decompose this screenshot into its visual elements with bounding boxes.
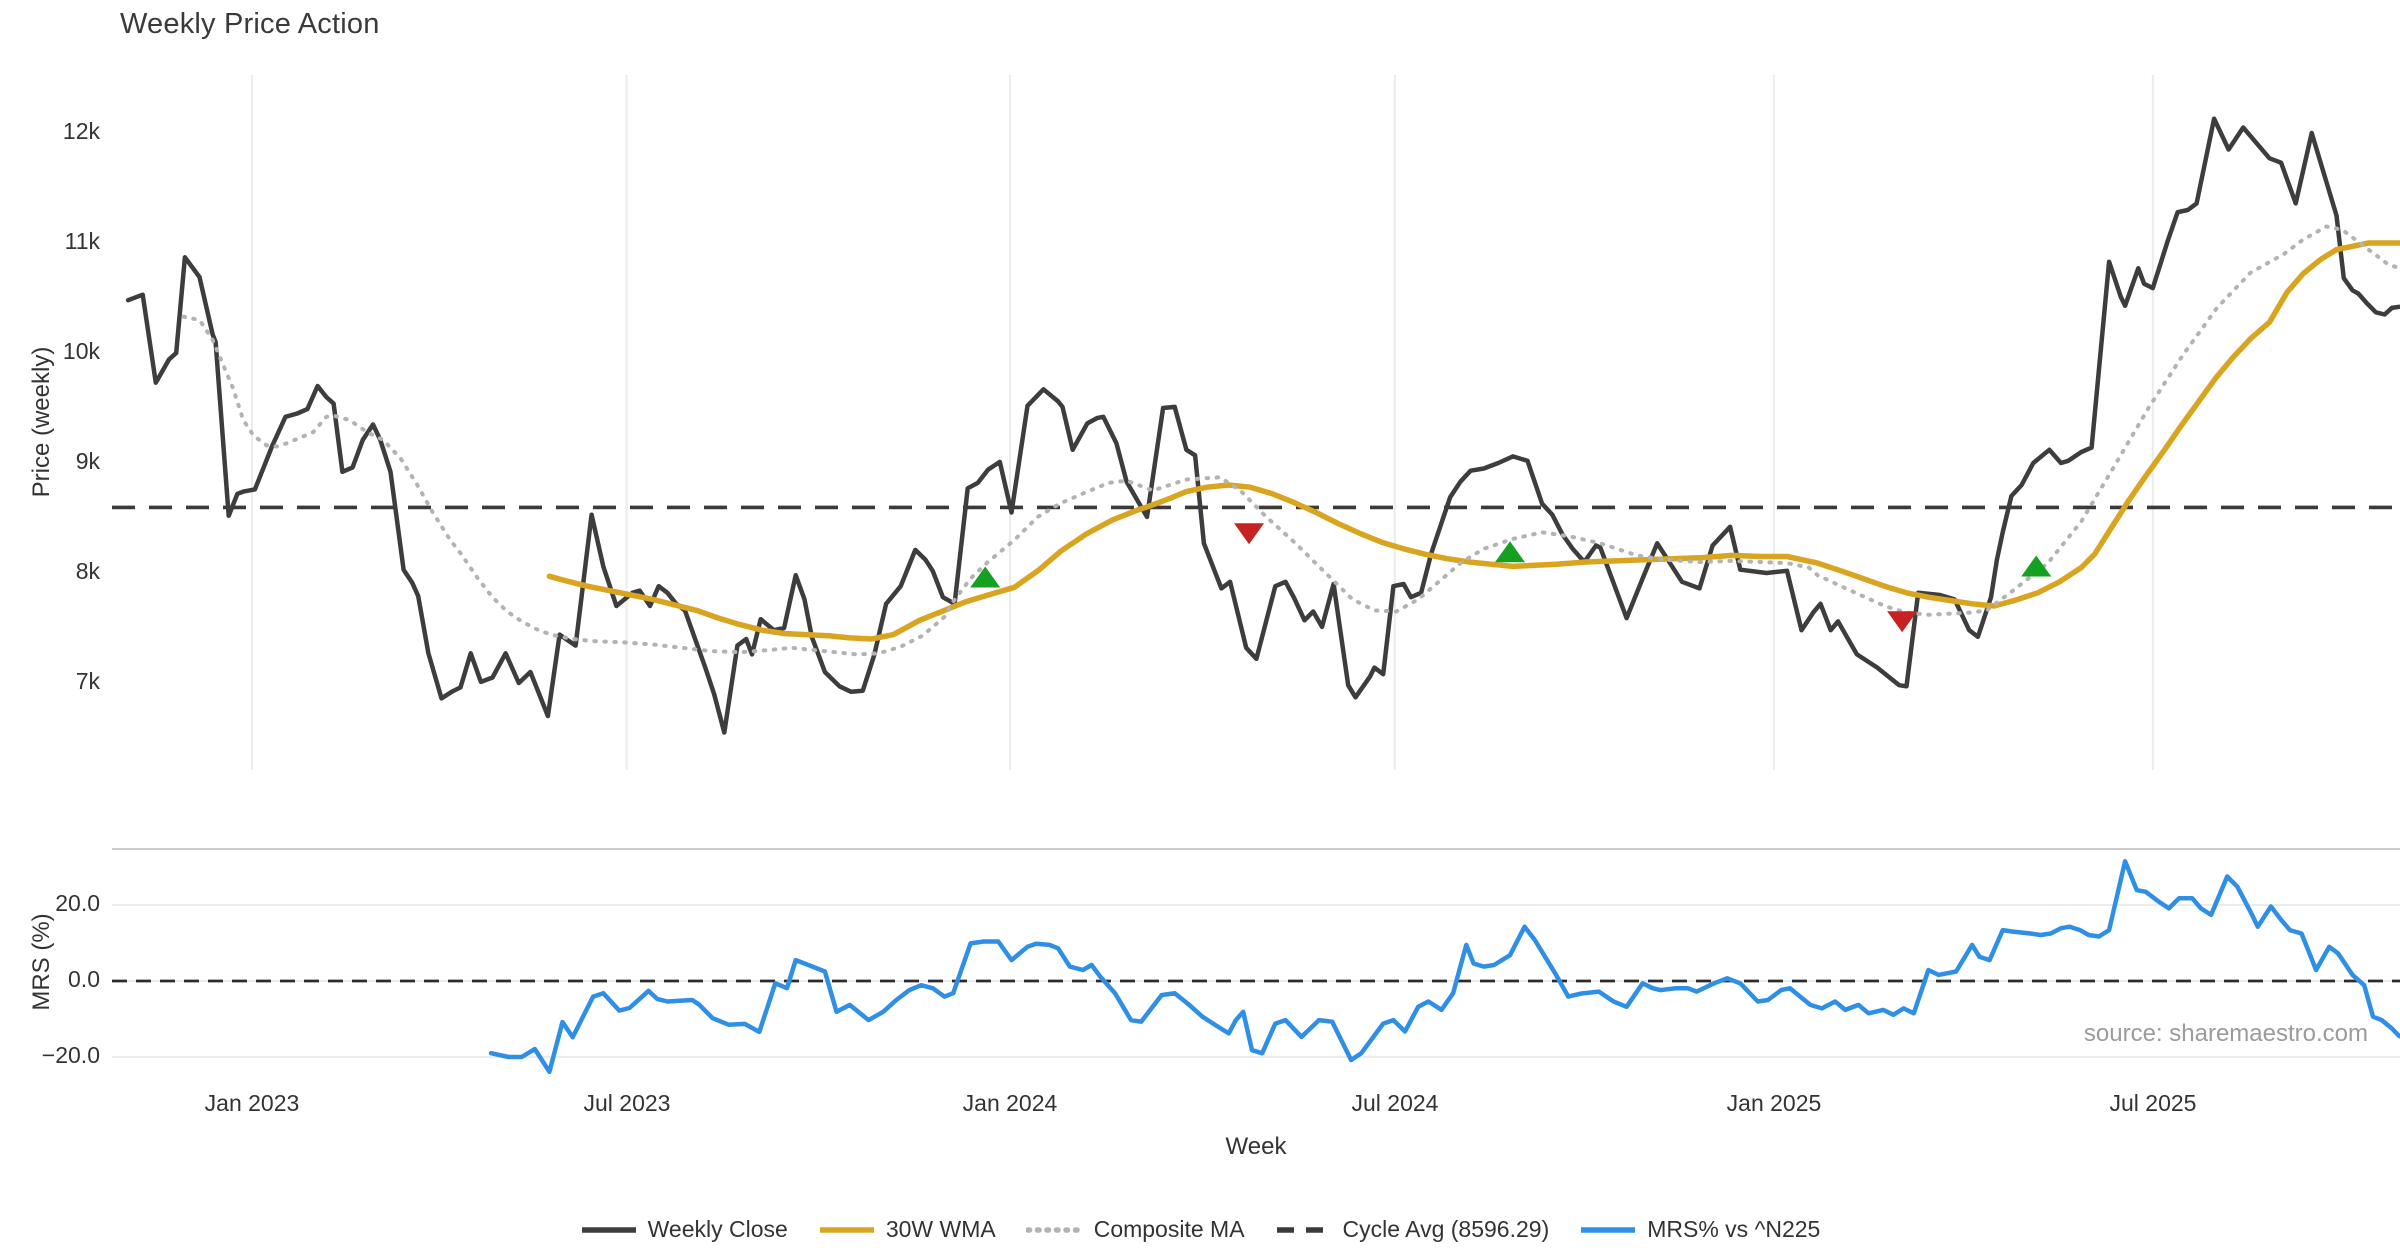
- mrs-ytick: 20.0: [55, 890, 100, 916]
- x-tick: Jul 2025: [2109, 1090, 2197, 1116]
- price-ytick: 9k: [75, 448, 100, 474]
- mrs-ytick: 0.0: [68, 966, 100, 992]
- price-ytick: 10k: [62, 338, 100, 364]
- source-note: source: sharemaestro.com: [2083, 1020, 2368, 1047]
- legend-item-mrs-vs-n225[interactable]: MRS% vs ^N225: [1579, 1216, 1820, 1243]
- legend-line-icon: [819, 1226, 874, 1233]
- mrs-axis-label: MRS (%): [28, 913, 55, 1011]
- legend-item-composite-ma[interactable]: Composite MA: [1025, 1216, 1245, 1243]
- series-weekly-close: [125, 116, 2400, 735]
- legend-label: Composite MA: [1093, 1216, 1245, 1242]
- x-tick: Jan 2025: [1726, 1090, 1822, 1116]
- chart-title: Weekly Price Action: [120, 8, 380, 40]
- sell-signal-marker: [1887, 611, 1918, 633]
- buy-signal-marker: [2021, 555, 2052, 577]
- legend-label: Weekly Close: [647, 1216, 788, 1242]
- legend-label: MRS% vs ^N225: [1647, 1216, 1821, 1242]
- price-ytick: 11k: [64, 228, 100, 254]
- legend-item-cycle-avg-8596-29-[interactable]: Cycle Avg (8596.29): [1275, 1216, 1550, 1243]
- legend-label: Cycle Avg (8596.29): [1342, 1216, 1550, 1242]
- price-ytick: 8k: [75, 558, 100, 584]
- buy-signal-marker: [1494, 541, 1525, 563]
- price-axis-label: Price (weekly): [28, 346, 55, 498]
- legend-item-weekly-close[interactable]: Weekly Close: [580, 1216, 788, 1243]
- legend-line-icon: [1276, 1226, 1331, 1233]
- x-tick: Jul 2024: [1351, 1090, 1439, 1116]
- legend: Weekly Close 30W WMA Composite MA Cycle Avg…: [0, 1216, 2400, 1243]
- legend-line-icon: [581, 1226, 636, 1233]
- series-30w-wma: [546, 240, 2400, 642]
- x-tick: Jan 2024: [962, 1090, 1058, 1116]
- price-ytick: 7k: [75, 668, 100, 694]
- price-ytick: 12k: [62, 118, 100, 144]
- legend-item-30w-wma[interactable]: 30W WMA: [818, 1216, 996, 1243]
- series-mrs-vs-n225: [488, 859, 2400, 1075]
- mrs-ytick: −20.0: [41, 1042, 100, 1068]
- x-tick: Jul 2023: [583, 1090, 671, 1116]
- legend-line-icon: [1025, 1226, 1084, 1233]
- buy-signal-marker: [970, 566, 1001, 588]
- x-axis-label: Week: [1225, 1133, 1287, 1160]
- x-tick: Jan 2023: [204, 1090, 300, 1116]
- legend-line-icon: [1581, 1226, 1636, 1233]
- legend-label: 30W WMA: [885, 1216, 996, 1242]
- sell-signal-marker: [1234, 523, 1265, 545]
